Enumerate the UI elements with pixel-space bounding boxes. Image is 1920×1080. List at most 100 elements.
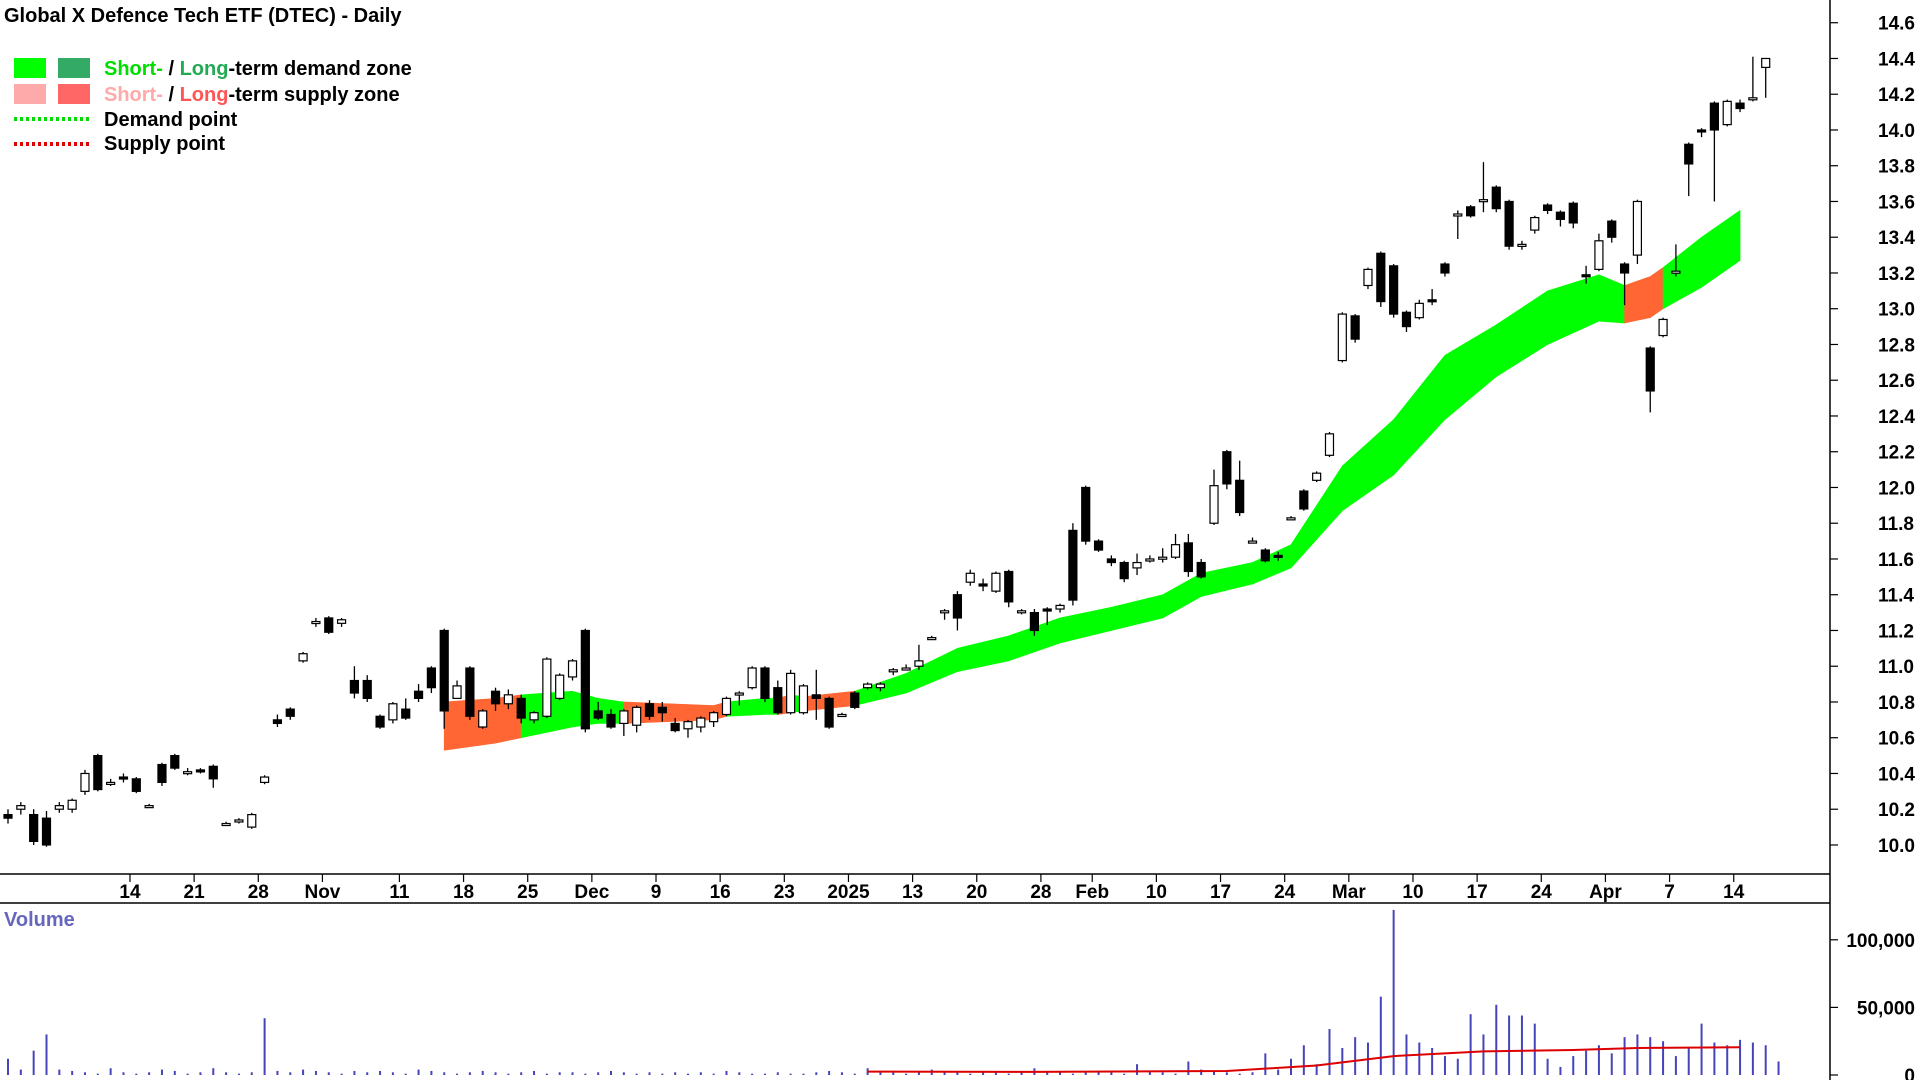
candle: [183, 768, 193, 776]
candle: [939, 609, 950, 620]
y-tick-label: 12.0: [1878, 478, 1915, 499]
x-tick-label: 9: [651, 882, 662, 903]
candle-body-down: [1696, 129, 1707, 133]
candle-body-up: [183, 771, 193, 775]
candle: [683, 719, 693, 738]
zone-layer: [443, 209, 1741, 751]
y-tick-label: 13.8: [1878, 157, 1915, 178]
candle-body-down: [1183, 542, 1193, 573]
x-tick-label: 28: [1030, 882, 1051, 903]
candle: [824, 696, 834, 729]
x-tick-label: 10: [1402, 882, 1423, 903]
candle: [837, 712, 847, 718]
legend-supply-short-swatch: [14, 84, 46, 104]
chart-title: Global X Defence Tech ETF (DTEC) - Daily: [4, 5, 402, 27]
candle: [93, 753, 103, 792]
candle: [1427, 289, 1437, 306]
candle: [1761, 57, 1771, 98]
candle-body-down: [401, 708, 411, 719]
candle: [1119, 560, 1129, 583]
candle-body-down: [1735, 102, 1745, 110]
candle-body-up: [106, 781, 116, 786]
candle-body-up: [1247, 540, 1258, 544]
candle: [1735, 99, 1745, 113]
candle-body-down: [413, 690, 424, 700]
candle: [1619, 262, 1630, 306]
candle-body-down: [208, 765, 218, 780]
candle-body-up: [80, 772, 90, 792]
volume-title: Volume: [4, 909, 75, 931]
candle-body-down: [1068, 529, 1078, 601]
candle: [1568, 201, 1578, 229]
candle-body-down: [811, 694, 821, 700]
candle-body-up: [1324, 433, 1335, 456]
candle: [1196, 558, 1206, 579]
demand-zone-segment: [1059, 606, 1112, 644]
candle: [80, 769, 90, 795]
candle: [1042, 607, 1052, 626]
candle-body-up: [863, 683, 873, 689]
candle-body-down: [426, 667, 436, 689]
candle: [1376, 251, 1386, 307]
candle-body-down: [1504, 200, 1514, 247]
y-tick-label: 10.0: [1878, 836, 1915, 857]
candle: [1478, 162, 1489, 213]
candle-body-up: [247, 813, 257, 828]
candle-body-up: [683, 721, 693, 730]
candle-body-up: [1453, 213, 1463, 217]
demand-zone-segment: [1200, 562, 1253, 597]
candle: [1466, 205, 1476, 218]
candle-body-down: [1235, 479, 1245, 514]
candle-body-down: [1619, 263, 1630, 274]
x-tick-label: 17: [1467, 882, 1488, 903]
candle-body-up: [875, 683, 886, 689]
candle-body-up: [1658, 318, 1668, 337]
candle: [170, 753, 180, 770]
x-tick-label: 25: [517, 882, 539, 903]
volume-y-tick-label: 50,000: [1857, 998, 1915, 1019]
demand-zone-segment: [905, 647, 958, 694]
candle-body-down: [3, 813, 13, 819]
candle-body-up: [1722, 100, 1732, 126]
candle-body-up: [503, 694, 513, 705]
candle-body-down: [324, 617, 334, 633]
x-tick-label: 17: [1210, 882, 1231, 903]
candle-body-up: [798, 685, 809, 714]
candle-body-down: [1260, 549, 1270, 562]
candle-body-up: [1671, 270, 1681, 274]
candle: [452, 680, 462, 700]
candle-body-up: [1594, 240, 1604, 271]
x-tick-label: 18: [453, 882, 474, 903]
candle: [1273, 551, 1283, 561]
x-tick-label: 21: [184, 882, 206, 903]
demand-zone-segment: [957, 635, 1010, 672]
demand-zone-segment: [1662, 236, 1702, 310]
x-tick-label: 14: [119, 882, 141, 903]
candle-body-up: [311, 620, 321, 625]
candle: [1530, 215, 1540, 234]
y-axis-ticks: 10.0 10.2 10.4 10.6 10.8 11.0 11.2 11.4 11.6 11.8…: [1830, 14, 1915, 857]
y-tick-label: 11.4: [1878, 586, 1914, 607]
candle: [760, 666, 770, 702]
demand-zone-segment: [1598, 274, 1625, 324]
candle: [401, 698, 411, 720]
candle: [1247, 537, 1258, 544]
candle-body-down: [1401, 311, 1412, 328]
candle: [798, 684, 809, 715]
candle-body-down: [824, 697, 834, 728]
candle-body-down: [644, 703, 655, 717]
candle: [952, 591, 963, 631]
candle-body-down: [1427, 299, 1437, 303]
candle: [1696, 128, 1707, 138]
candle: [324, 616, 334, 635]
y-tick-label: 13.0: [1878, 300, 1915, 321]
candle: [914, 644, 924, 670]
candle-body-up: [927, 637, 937, 641]
candle-body-up: [1145, 558, 1155, 562]
candle: [1607, 219, 1617, 243]
candle-body-up: [1312, 472, 1322, 481]
legend-demand-point: Demand point: [104, 109, 238, 131]
y-tick-label: 10.8: [1878, 693, 1915, 714]
candle: [1542, 203, 1553, 214]
candle: [1632, 199, 1643, 265]
